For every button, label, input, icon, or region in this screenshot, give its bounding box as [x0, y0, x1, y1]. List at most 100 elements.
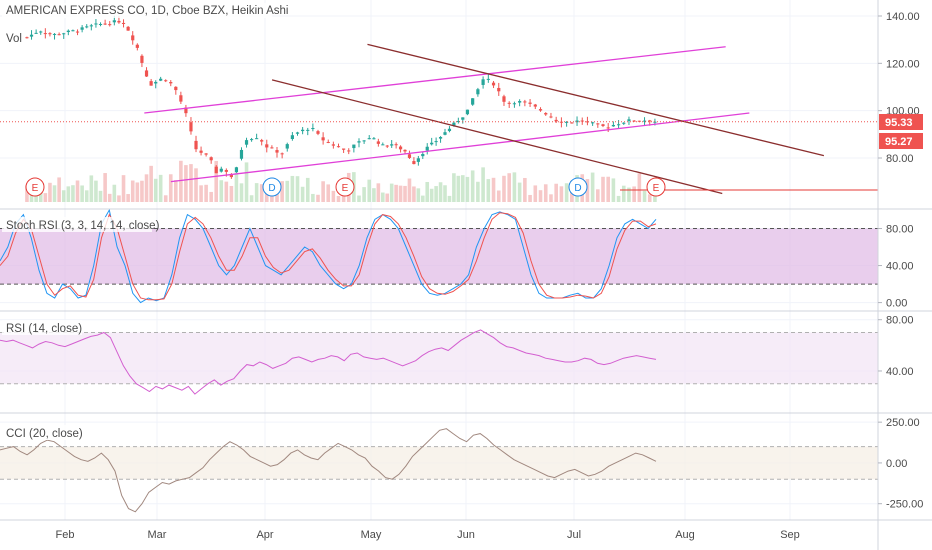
- volume-bar: [596, 189, 600, 202]
- time-tick-label: May: [361, 529, 382, 541]
- trend-line-lower-pink[interactable]: [170, 112, 750, 183]
- dividend-marker[interactable]: D: [262, 177, 282, 197]
- trend-line-lower-brown[interactable]: [271, 79, 723, 195]
- candle-body: [491, 82, 496, 86]
- volume-bar: [179, 160, 183, 202]
- candle-body: [39, 31, 43, 33]
- volume-bar: [140, 180, 144, 202]
- volume-bar: [285, 180, 290, 202]
- candle-body: [224, 169, 228, 172]
- candle-body: [507, 102, 511, 104]
- earnings-marker[interactable]: E: [335, 177, 355, 197]
- candle-body: [523, 101, 527, 103]
- candle-body: [199, 150, 203, 153]
- candle-body: [48, 33, 52, 35]
- candle-body: [306, 129, 310, 131]
- price-tick-label: 80.00: [886, 153, 914, 165]
- candle-body: [311, 127, 315, 130]
- candle-body: [336, 146, 341, 148]
- candle-body: [219, 168, 223, 172]
- candle-body: [425, 146, 429, 151]
- price-tag-label: 95.33: [885, 117, 913, 129]
- candle-body: [471, 98, 475, 105]
- title-bg: [2, 425, 82, 440]
- candle-body: [421, 153, 425, 157]
- volume-bar: [254, 183, 259, 202]
- candle-body: [295, 132, 300, 134]
- volume-bar: [512, 172, 517, 202]
- marker-circle: [25, 177, 45, 197]
- volume-bar: [452, 173, 456, 202]
- candle-body: [164, 80, 168, 82]
- candle-body: [456, 120, 460, 122]
- trend-line-upper-brown[interactable]: [367, 43, 825, 157]
- volume-bar: [621, 185, 626, 202]
- volume-bar: [229, 185, 234, 202]
- candle-body: [85, 26, 89, 28]
- candle-body: [580, 120, 584, 122]
- volume-bar: [184, 165, 188, 202]
- price-tick-label: 140.00: [886, 11, 920, 23]
- candle-body: [66, 30, 70, 33]
- marker-circle: [262, 177, 282, 197]
- volume-bar: [341, 193, 346, 202]
- volume-bar: [434, 186, 438, 202]
- candle-body: [465, 109, 470, 115]
- title-bg: [2, 3, 272, 18]
- stoch-rsi-title: Stoch RSI (3, 3, 14, 14, close): [6, 220, 160, 232]
- candle-body: [362, 140, 366, 142]
- volume-bar: [126, 194, 130, 202]
- candle-body: [575, 120, 579, 123]
- price-tick-label: 120.00: [886, 58, 920, 70]
- candle-body: [407, 154, 412, 158]
- volume-bar: [438, 182, 443, 202]
- volume-bar: [290, 175, 295, 202]
- volume-bar: [362, 187, 366, 202]
- candle-body: [71, 30, 75, 32]
- volume-bar: [300, 186, 305, 202]
- earnings-marker[interactable]: E: [25, 177, 45, 197]
- volume-bar: [326, 184, 331, 202]
- marker-label: E: [32, 183, 39, 194]
- volume-bar: [280, 181, 284, 202]
- volume-bar: [447, 195, 452, 202]
- candle-body: [174, 86, 178, 91]
- rsi-title: RSI (14, close): [6, 323, 82, 335]
- candle-body: [244, 140, 249, 145]
- volume-bar: [403, 185, 407, 202]
- cci-title: CCI (20, close): [6, 428, 83, 440]
- candle-body: [275, 150, 279, 153]
- volume-bar: [121, 175, 126, 202]
- candle-body: [103, 23, 107, 25]
- volume-bar: [295, 176, 300, 202]
- volume-bar: [486, 179, 491, 202]
- volume-bar: [502, 175, 506, 202]
- volume-bar: [52, 185, 57, 202]
- volume-label: Vol: [6, 33, 22, 45]
- candle-body: [452, 122, 456, 126]
- volume-bar: [601, 176, 605, 202]
- candle-body: [43, 33, 47, 35]
- volume-bar: [89, 175, 94, 202]
- candle-body: [159, 78, 163, 81]
- trend-line-upper-pink[interactable]: [144, 46, 726, 114]
- candle-body: [117, 20, 121, 23]
- channel-drawings[interactable]: [0, 43, 878, 195]
- candle-body: [403, 149, 407, 152]
- volume-bar: [71, 185, 75, 202]
- earnings-marker[interactable]: E: [646, 177, 666, 197]
- candle-body: [80, 27, 84, 30]
- marker-circle: [646, 177, 666, 197]
- volume-bar: [398, 185, 403, 202]
- volume-bar: [189, 164, 193, 202]
- volume-bar: [224, 181, 229, 202]
- indicator-band: [0, 332, 878, 384]
- indicator-tick-label: 0.00: [886, 298, 907, 310]
- dividend-marker[interactable]: D: [568, 177, 588, 197]
- volume-bar: [249, 195, 254, 202]
- candle-body: [632, 120, 636, 122]
- volume-bar: [549, 194, 553, 202]
- candle-body: [75, 31, 80, 33]
- candle-body: [140, 55, 144, 63]
